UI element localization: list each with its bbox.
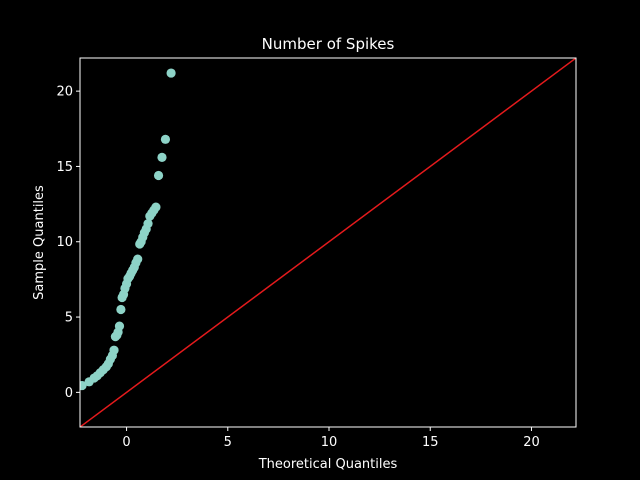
reference-line	[80, 58, 576, 427]
x-tick-label: 5	[224, 435, 232, 450]
data-point	[153, 170, 164, 181]
y-tick-label: 0	[65, 386, 73, 401]
data-point	[109, 345, 119, 355]
data-point	[143, 219, 153, 229]
data-point	[133, 254, 143, 264]
data-point	[114, 321, 125, 331]
x-tick-label: 20	[523, 435, 540, 450]
axes-frame	[79, 57, 577, 428]
x-axis-title: Theoretical Quantiles	[258, 457, 398, 472]
y-tick-label: 5	[65, 311, 73, 326]
y-tick-label: 10	[56, 235, 73, 250]
x-tick-label: 15	[422, 435, 439, 450]
x-tick-label: 0	[122, 435, 130, 450]
data-point	[160, 134, 171, 144]
y-axis-title: Sample Quantiles	[32, 185, 47, 300]
data-point	[116, 304, 126, 315]
data-point	[166, 68, 176, 78]
y-axis: 0 5 10 15 20	[56, 85, 80, 401]
y-tick-label: 20	[56, 85, 73, 100]
plot-area	[80, 58, 576, 427]
y-tick-label: 15	[56, 160, 73, 175]
x-axis: 0 5 10 15 20	[122, 427, 540, 450]
x-tick-label: 10	[321, 435, 338, 450]
data-point	[151, 202, 161, 212]
chart-title: Number of Spikes	[262, 35, 395, 53]
data-point	[157, 152, 167, 163]
